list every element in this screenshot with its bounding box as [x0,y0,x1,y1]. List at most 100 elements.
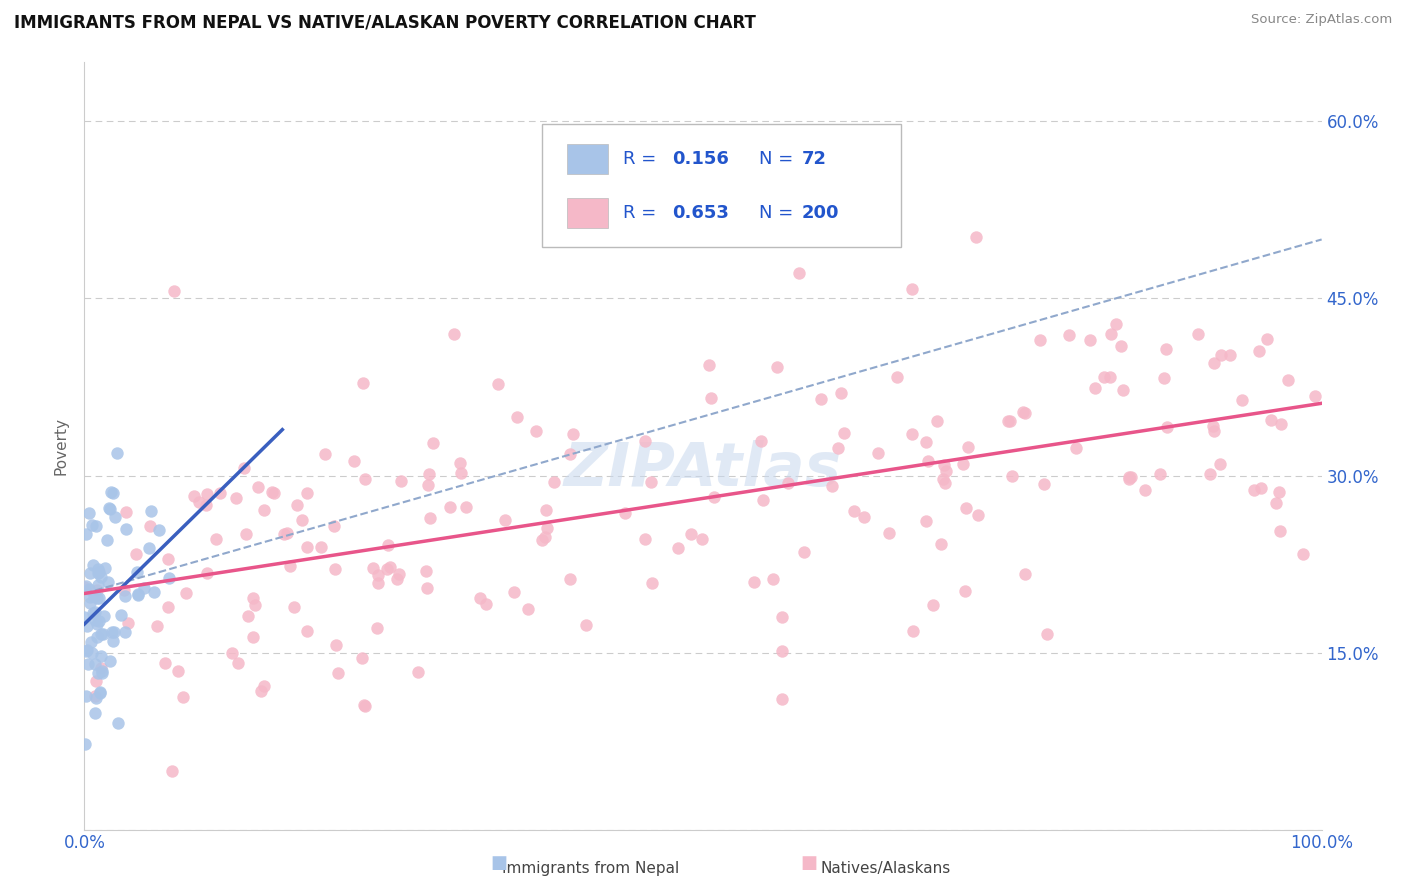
Point [416,478,439,492]
Point [83,589,105,603]
Point [1243,483,1265,497]
Point [101,625,124,640]
Point [770,692,793,706]
Point [127,587,149,601]
Point [998,414,1021,428]
Point [87,566,110,580]
Point [830,386,852,401]
Point [1187,327,1209,342]
Point [148,524,170,538]
Point [697,358,720,372]
Point [309,540,332,554]
Point [125,547,148,561]
Point [1029,333,1052,347]
Point [208,486,231,500]
Point [90,570,112,584]
Point [387,572,409,586]
Point [96,533,118,548]
Point [84,605,107,619]
Point [406,665,429,679]
Point [101,486,124,500]
Point [157,552,180,566]
Point [195,498,218,512]
Point [114,590,136,604]
Point [375,562,398,576]
Point [90,661,112,675]
Text: ■: ■ [491,855,508,872]
Point [221,646,243,660]
Point [94,561,117,575]
Point [575,618,598,632]
Point [832,426,855,441]
Point [297,486,319,500]
Point [278,559,301,574]
Point [1133,483,1156,497]
Point [1105,317,1128,331]
Point [842,504,865,518]
Point [443,327,465,342]
Point [1118,472,1140,486]
Point [247,479,270,493]
Point [1064,442,1087,456]
Point [98,654,121,668]
Point [80,517,103,532]
Point [139,504,162,518]
Point [353,699,375,714]
Point [922,599,945,613]
Point [232,460,254,475]
Point [90,649,112,664]
Point [852,509,875,524]
Text: ZIPAtlas: ZIPAtlas [564,440,842,499]
Point [97,575,120,590]
Point [1001,469,1024,483]
Point [934,475,956,490]
Point [641,575,664,590]
Point [115,506,138,520]
Point [770,644,793,658]
Point [1268,524,1291,538]
Point [174,586,197,600]
Point [1099,326,1122,341]
Point [77,507,100,521]
Point [86,630,108,644]
Point [766,359,789,374]
Point [283,599,305,614]
Point [242,591,264,605]
Point [243,598,266,612]
Text: R =: R = [623,151,662,169]
Point [1084,381,1107,395]
Point [378,560,401,574]
Point [225,491,247,505]
Point [98,502,121,516]
Point [506,409,529,424]
Point [1199,467,1222,482]
Point [235,527,257,541]
Point [103,624,125,639]
Point [250,684,273,698]
Point [91,666,114,681]
Point [1153,370,1175,384]
FancyBboxPatch shape [543,124,901,246]
Point [1202,418,1225,433]
Point [925,414,948,428]
Point [749,434,772,449]
Point [562,426,585,441]
Point [87,578,110,592]
Point [1057,327,1080,342]
Point [703,490,725,504]
Point [363,561,385,575]
Point [640,475,662,490]
Point [901,624,924,639]
Point [821,478,844,492]
Point [75,579,97,593]
Point [827,441,849,455]
Point [273,527,295,541]
Point [901,426,924,441]
Point [454,500,477,515]
Point [932,458,955,472]
Point [205,533,228,547]
Point [325,562,347,576]
Point [252,679,274,693]
Point [83,657,105,671]
Point [666,541,689,556]
